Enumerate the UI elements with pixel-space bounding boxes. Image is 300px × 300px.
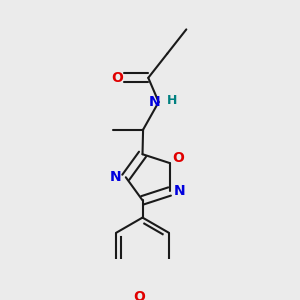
Text: O: O — [111, 71, 123, 85]
Text: H: H — [167, 94, 178, 107]
Text: N: N — [110, 170, 121, 184]
Text: N: N — [148, 95, 160, 109]
Text: N: N — [174, 184, 186, 199]
Text: O: O — [172, 151, 184, 165]
Text: O: O — [133, 290, 145, 300]
